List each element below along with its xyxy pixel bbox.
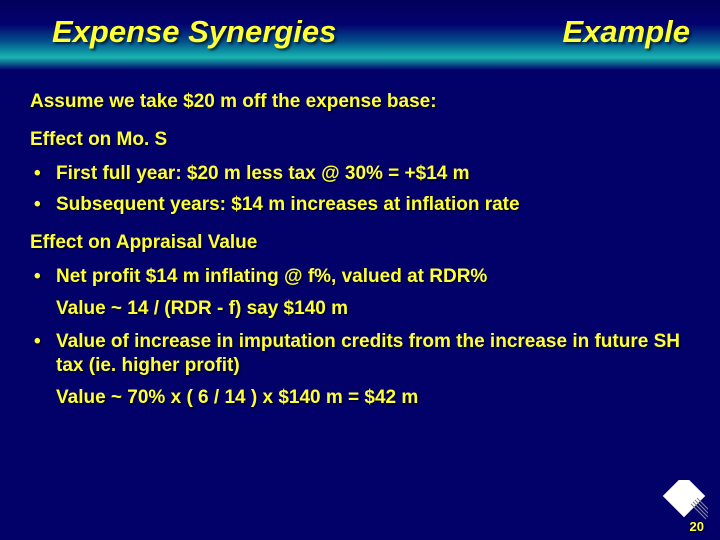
bullet-marker: • — [30, 162, 56, 186]
bullet-item: • First full year: $20 m less tax @ 30% … — [30, 162, 690, 186]
bullet-marker: • — [30, 330, 56, 378]
bullet-item: • Net profit $14 m inflating @ f%, value… — [30, 265, 690, 289]
bullet-item: • Subsequent years: $14 m increases at i… — [30, 193, 690, 217]
slide-content: Assume we take $20 m off the expense bas… — [0, 70, 720, 410]
bullet-text: Value of increase in imputation credits … — [56, 330, 690, 378]
bullet-subline: Value ~ 14 / (RDR - f) say $140 m — [56, 297, 690, 321]
bullet-subline: Value ~ 70% x ( 6 / 14 ) x $140 m = $42 … — [56, 386, 690, 410]
slide-header: Expense Synergies Example — [0, 0, 720, 70]
bullet-text: Net profit $14 m inflating @ f%, valued … — [56, 265, 690, 289]
bullet-text: Subsequent years: $14 m increases at inf… — [56, 193, 690, 217]
bullet-text: First full year: $20 m less tax @ 30% = … — [56, 162, 690, 186]
bullet-marker: • — [30, 265, 56, 289]
page-number: 20 — [690, 519, 704, 534]
bullet-item: • Value of increase in imputation credit… — [30, 330, 690, 378]
section2-heading: Effect on Appraisal Value — [30, 231, 690, 255]
intro-line: Assume we take $20 m off the expense bas… — [30, 90, 690, 114]
bullet-marker: • — [30, 193, 56, 217]
section1-heading: Effect on Mo. S — [30, 128, 690, 152]
title-right: Example — [562, 14, 690, 50]
title-left: Expense Synergies — [52, 14, 336, 50]
